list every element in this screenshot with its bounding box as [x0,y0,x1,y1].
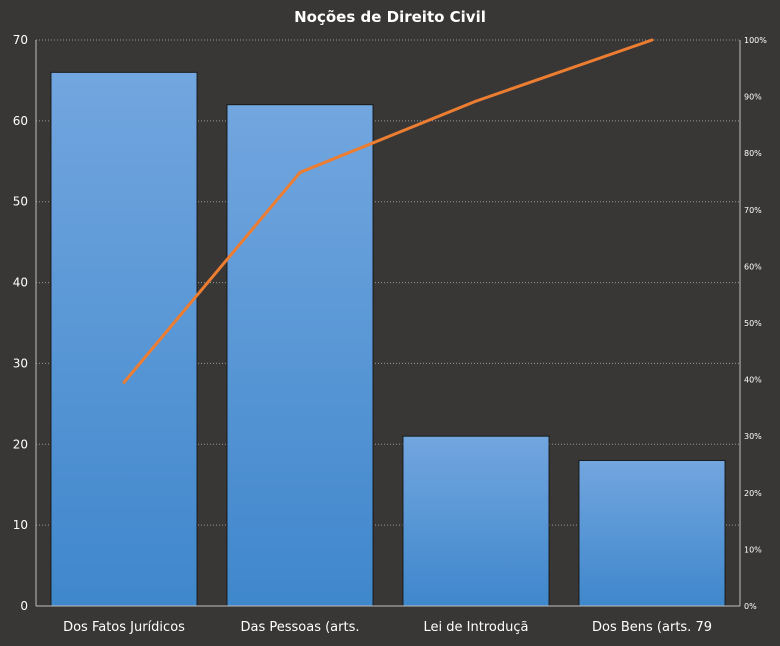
y2-tick-label-0: 0% [744,602,757,611]
y-tick-label-30: 30 [13,356,28,370]
chart-title: Noções de Direito Civil [294,8,486,26]
y-tick-label-50: 50 [13,195,28,209]
y-tick-label-70: 70 [13,33,28,47]
x-tick-label-1: Das Pessoas (arts. [240,620,359,635]
cumulative-point-3 [650,38,654,42]
bar-2 [402,435,550,607]
y2-axis-ticks: 0% 10% 20% 30% 40% 50% 60% 70% 80% 90% 100% [744,36,767,611]
x-tick-label-0: Dos Fatos Jurídicos [63,620,185,635]
y2-tick-label-7: 70% [744,206,762,215]
cumulative-point-2 [474,99,478,103]
y2-tick-label-9: 90% [744,93,762,102]
y2-tick-label-5: 50% [744,319,762,328]
cumulative-point-0 [122,380,126,384]
cumulative-point-1 [298,170,302,174]
y-axis-ticks: 0 10 20 30 40 50 60 70 [13,33,28,613]
y-tick-label-60: 60 [13,114,28,128]
axes [35,40,741,607]
bar-0 [50,71,198,607]
bar-3 [578,459,726,607]
y2-tick-label-2: 20% [744,489,762,498]
y-tick-label-20: 20 [13,437,28,451]
y-tick-label-10: 10 [13,518,28,532]
y2-tick-label-6: 60% [744,262,762,271]
x-tick-label-3: Dos Bens (arts. 79 [592,620,712,635]
y2-tick-label-4: 40% [744,376,762,385]
cumulative-line [122,38,653,384]
y-tick-label-0: 0 [20,599,28,613]
y-tick-label-40: 40 [13,276,28,290]
y2-tick-label-1: 10% [744,545,762,554]
bars [50,71,726,607]
x-axis-ticks: Dos Fatos Jurídicos Das Pessoas (arts. Lei… [63,620,712,635]
cumulative-line-series [122,38,654,384]
y2-tick-label-10: 100% [744,36,767,45]
y2-tick-label-8: 80% [744,149,762,158]
bar-1 [226,104,374,607]
x-tick-label-2: Lei de Introduçã [424,620,529,635]
y2-tick-label-3: 30% [744,432,762,441]
